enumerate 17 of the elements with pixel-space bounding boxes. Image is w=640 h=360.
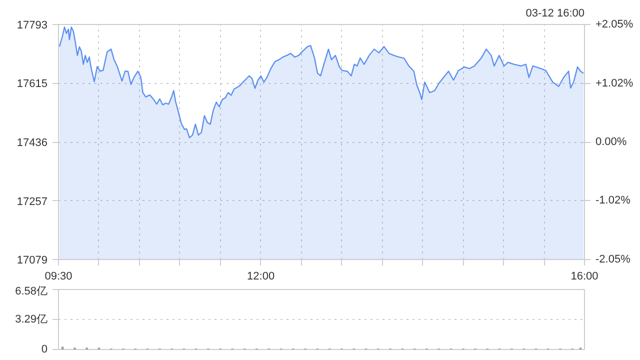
x-tick-label: 16:00	[570, 270, 598, 282]
y2-tick-label: -1.02%	[596, 194, 631, 206]
y-tick-label: 17436	[16, 137, 48, 149]
y-tick-label: 6.58亿	[15, 286, 48, 298]
y2-tick-label: +2.05%	[596, 18, 634, 30]
y2-tick-label: 0.00%	[596, 136, 627, 148]
y-tick-label: 17615	[16, 78, 48, 90]
x-tick-label: 12:00	[247, 270, 275, 282]
y-tick-label: 3.29亿	[15, 314, 48, 326]
y-tick-label: 17257	[16, 196, 48, 208]
y2-tick-label: -2.05%	[596, 254, 631, 266]
y-tick-label: 17793	[16, 20, 48, 32]
x-tick-label: 09:30	[44, 270, 72, 282]
text: 03-12 16:00	[526, 8, 584, 20]
y2-tick-label: +1.02%	[596, 78, 634, 90]
y-tick-label: 17079	[16, 254, 48, 266]
y-tick-label: 0	[41, 344, 48, 356]
